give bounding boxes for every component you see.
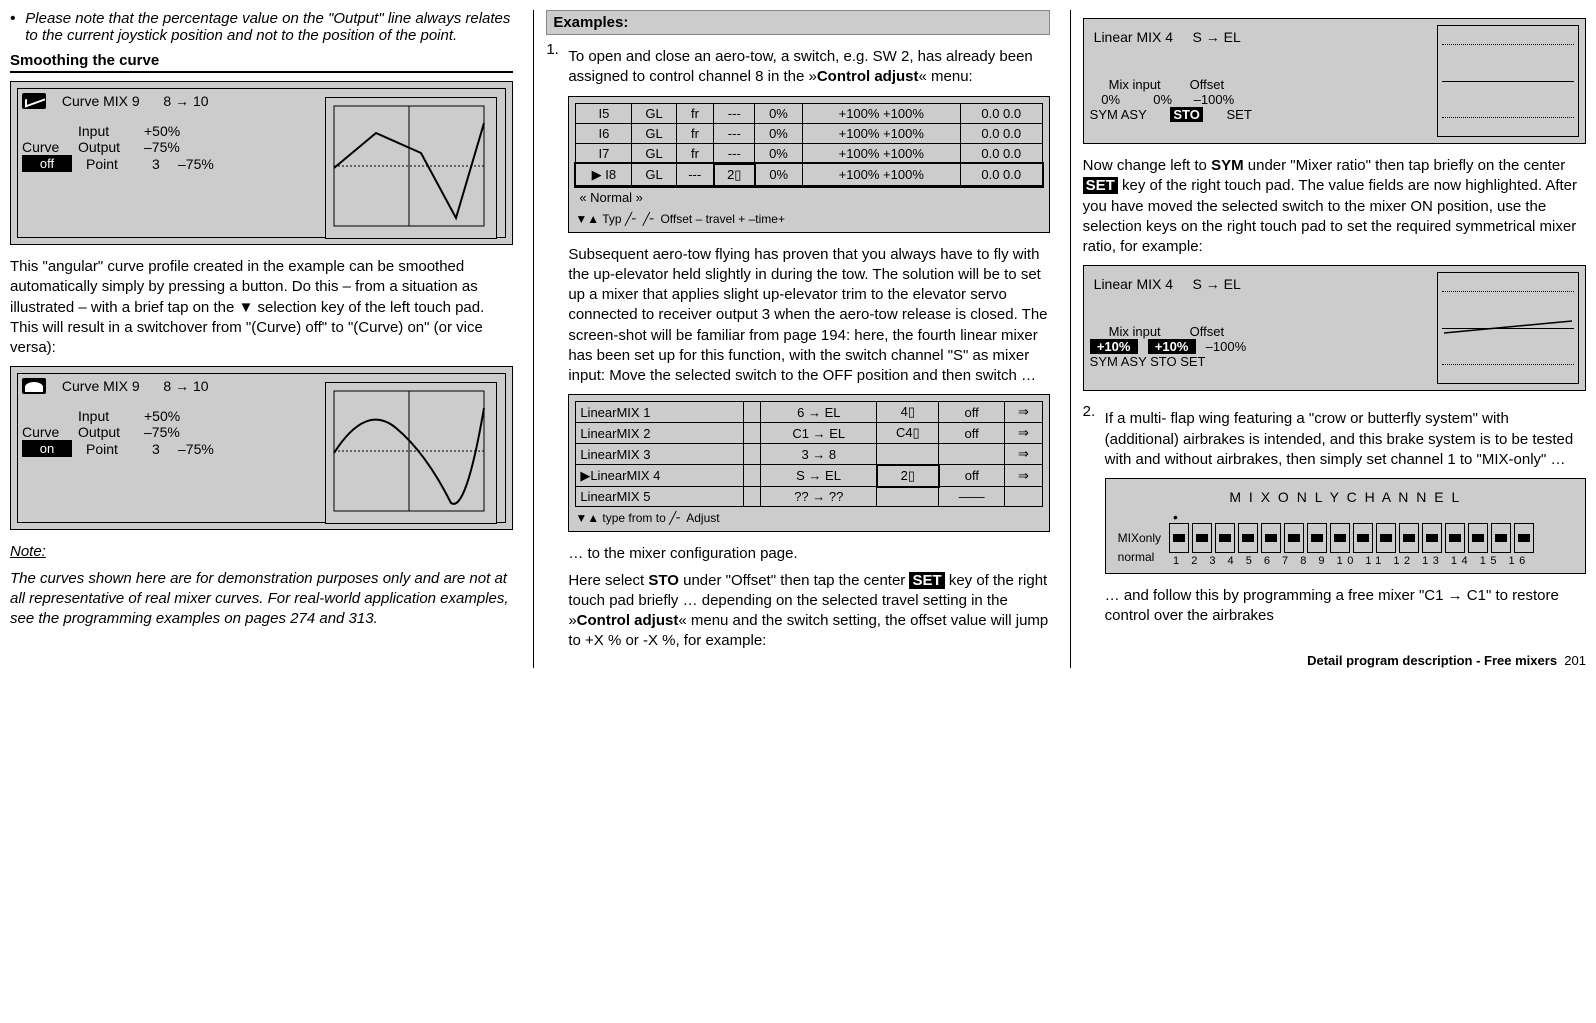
val: –75%	[178, 441, 214, 457]
lcd-title: Linear MIX 4	[1094, 276, 1173, 292]
lbl: Input	[78, 123, 138, 139]
lcd-curve-off: Curve MIX 9 8 → 10 Input +50% Curve Output…	[10, 81, 513, 245]
val: 3	[152, 441, 172, 457]
lcd-route: S → EL	[1192, 29, 1240, 45]
lbl: Input	[78, 408, 138, 424]
mini-graph	[1437, 25, 1579, 137]
lbl: Curve	[22, 424, 72, 440]
curve-graph-smooth: O U T P U T	[325, 382, 497, 524]
examples-heading: Examples:	[546, 10, 1049, 35]
mini-graph	[1437, 272, 1579, 384]
lcd-linear-mix-b: Linear MIX 4 S → EL Mix input Offset +10%…	[1083, 265, 1586, 391]
lcd-mix-only: M I X O N L Y C H A N N E L MIXonly norm…	[1105, 478, 1586, 574]
heading-smoothing: Smoothing the curve	[10, 52, 513, 73]
lbl: Curve	[22, 139, 72, 155]
lbl: Output	[78, 424, 138, 440]
lbl: Output	[78, 139, 138, 155]
note-text: The curves shown here are for demonstrat…	[10, 569, 513, 630]
para: If a multi- flap wing featuring a "crow …	[1105, 409, 1586, 470]
page-footer: Detail program description - Free mixers…	[1083, 653, 1586, 668]
list-num: 2.	[1083, 403, 1105, 632]
sto-key: STO	[1170, 107, 1203, 122]
val: +50%	[144, 123, 180, 139]
val: –100%	[1206, 339, 1246, 354]
lcd-route: 8 → 10	[163, 378, 208, 394]
para: This "angular" curve profile created in …	[10, 257, 513, 358]
table: I5GLfr---0%+100% +100%0.0 0.0 I6GLfr---0…	[575, 103, 1042, 187]
footer-row: ▼▲ Typ ╱╴ ╱╴ Offset – travel + –time+	[575, 208, 1042, 226]
val: –100%	[1194, 92, 1234, 107]
curve-graph-angular: O U T P U T	[325, 97, 497, 239]
para: … and follow this by programming a free …	[1105, 586, 1586, 627]
lbl: SYM ASY STO SET	[1090, 354, 1206, 369]
para: Now change left to SYM under "Mixer rati…	[1083, 156, 1586, 257]
lbl: SET	[1226, 107, 1251, 122]
note-bullet: Please note that the percentage value on…	[10, 10, 513, 44]
lbl: Mix input	[1090, 324, 1180, 339]
lbl: Point	[78, 156, 146, 172]
lbl: Offset	[1190, 77, 1224, 92]
val: +50%	[144, 408, 180, 424]
btn-on: on	[22, 440, 72, 457]
lcd-title: Curve MIX 9	[62, 93, 140, 109]
table: LinearMIX 16 → EL4▯off⇒ LinearMIX 2C1 → …	[575, 401, 1042, 507]
val-hl: +10%	[1090, 339, 1138, 354]
footer-row: ▼▲ type from to ╱╴ Adjust	[575, 507, 1042, 525]
val: –75%	[144, 424, 180, 440]
para: To open and close an aero-tow, a switch,…	[568, 47, 1049, 88]
heading: M I X O N L Y C H A N N E L	[1112, 485, 1579, 509]
lcd-linearmix-list: LinearMIX 16 → EL4▯off⇒ LinearMIX 2C1 → …	[568, 394, 1049, 532]
val: 0%	[1090, 92, 1132, 107]
val: –75%	[144, 139, 180, 155]
lcd-linear-mix-a: Linear MIX 4 S → EL Mix input Offset 0% 0%…	[1083, 18, 1586, 144]
lbl: MIXonly	[1118, 529, 1161, 548]
para: Subsequent aero-tow flying has proven th…	[568, 245, 1049, 387]
channel-row	[1169, 523, 1534, 553]
lcd-control-adjust: I5GLfr---0%+100% +100%0.0 0.0 I6GLfr---0…	[568, 96, 1049, 233]
set-key: SET	[1083, 177, 1118, 194]
lcd-curve-on: Curve MIX 9 8 → 10 Input +50% Curve Output…	[10, 366, 513, 530]
list-num: 1.	[546, 41, 568, 658]
lbl: SYM ASY	[1090, 107, 1147, 122]
val-hl: +10%	[1148, 339, 1196, 354]
curve-icon	[22, 93, 46, 109]
curve-icon	[22, 378, 46, 394]
val: –75%	[178, 156, 214, 172]
para: Here select STO under "Offset" then tap …	[568, 571, 1049, 652]
note-heading: Note:	[10, 543, 46, 560]
lcd-title: Curve MIX 9	[62, 378, 140, 394]
lcd-title: Linear MIX 4	[1094, 29, 1173, 45]
set-key: SET	[909, 572, 944, 589]
channel-nums: 1 2 3 4 5 6 7 8 9 10 11 12 13 14 15 16	[1169, 555, 1534, 567]
lcd-route: S → EL	[1192, 276, 1240, 292]
btn-off: off	[22, 155, 72, 172]
lbl: Offset	[1190, 324, 1224, 339]
normal-row: « Normal »	[575, 187, 1042, 208]
lbl: Mix input	[1090, 77, 1180, 92]
val: 3	[152, 156, 172, 172]
lbl: normal	[1118, 548, 1161, 567]
lcd-route: 8 → 10	[163, 93, 208, 109]
lbl: Point	[78, 441, 146, 457]
val: 0%	[1142, 92, 1184, 107]
para: … to the mixer configuration page.	[568, 544, 1049, 564]
